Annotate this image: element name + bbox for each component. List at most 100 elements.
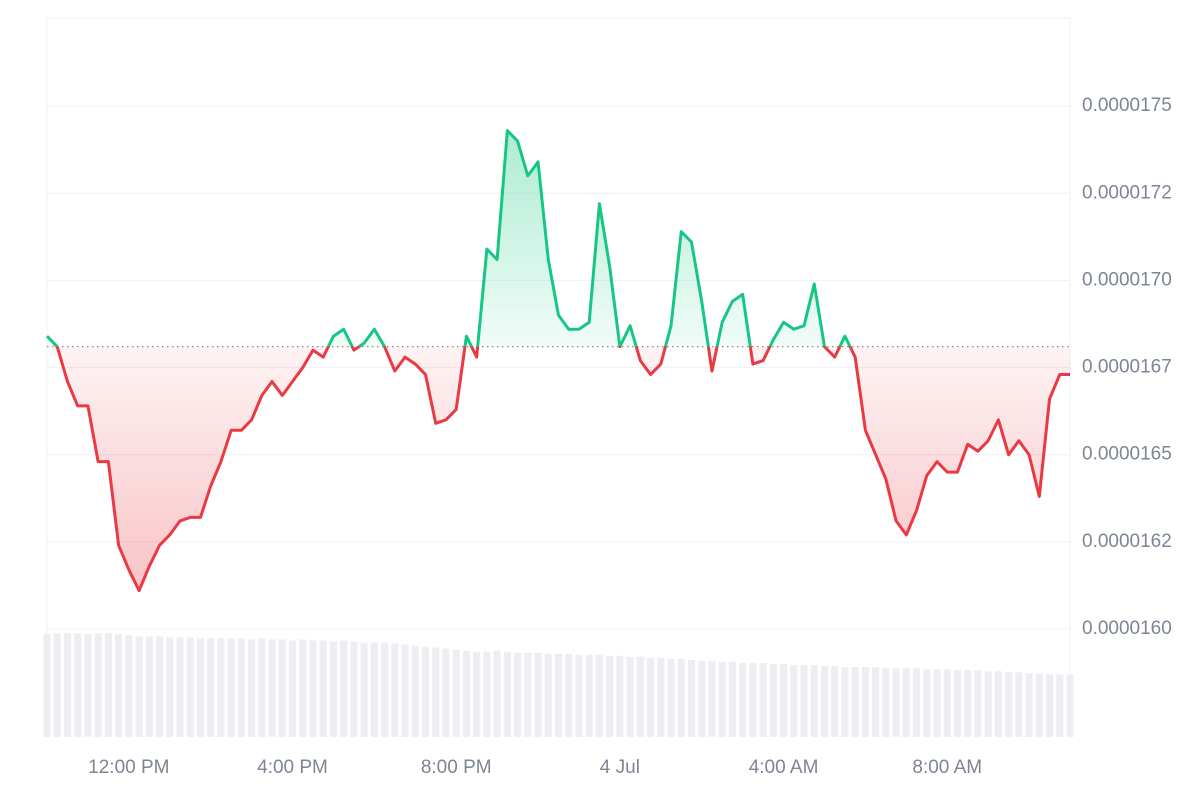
volume-bar [892,668,900,737]
y-tick-label: 0.0000165 [1082,444,1172,465]
volume-bar [53,633,61,737]
x-tick-label: 4:00 AM [749,757,819,778]
volume-bar [176,637,184,737]
volume-bar [902,668,910,737]
volume-bar [1005,672,1013,737]
volume-bar [135,636,143,737]
volume-bar [268,639,276,737]
volume-bar [227,638,235,737]
volume-bar [912,668,921,737]
volume-bar [1015,672,1023,737]
volume-bar [831,666,839,737]
volume-bar [575,654,583,737]
volume-bar [943,669,951,737]
volume-bar [524,652,532,737]
volume-bar [657,657,665,737]
volume-bar [923,669,931,737]
volume-bar [94,633,102,737]
volume-bar [1056,674,1064,737]
x-tick-label: 8:00 PM [421,757,492,778]
volume-bar [544,653,552,737]
volume-bar [452,649,460,737]
volume-bar [125,635,133,737]
volume-bar [432,647,440,737]
volume-bar [329,641,338,737]
volume-bar [626,656,634,737]
volume-bar [278,639,286,737]
volume-bar [984,671,992,737]
volume-bar [953,670,962,737]
volume-bar [1066,674,1074,737]
volume-bar [739,663,747,737]
volume-bar [646,657,655,737]
volume-bar [360,642,368,737]
volume-bar [1045,674,1054,737]
volume-bar [554,653,563,737]
volume-bar [1035,673,1043,737]
volume-bar [43,634,51,737]
volume-bar [994,671,1002,737]
volume-bar [820,666,829,737]
x-tick-label: 12:00 PM [88,757,169,778]
volume-bar [595,654,604,737]
volume-bar [421,646,430,737]
volume-bar [872,667,880,737]
volume-bar [974,670,982,737]
y-tick-label: 0.0000167 [1082,357,1172,378]
price-area [47,130,1070,591]
volume-bar [299,639,307,737]
volume-bar [964,670,972,737]
volume-bar [248,639,256,737]
volume-bar [84,634,92,737]
x-tick-label: 8:00 AM [912,757,982,778]
volume-bar [728,662,736,737]
volume-bar [534,652,542,737]
volume-bar [841,667,849,737]
volume-bar [288,640,297,737]
volume-bar [381,642,389,737]
volume-bar [585,654,593,737]
volume-bar [350,641,358,737]
volume-bar [340,640,348,737]
volume-bar [616,655,624,737]
volume-bar [790,665,798,737]
x-tick-label: 4 Jul [600,757,640,778]
volume-bar [63,633,72,737]
volume-bar [493,650,501,737]
volume-bar [800,665,808,737]
y-tick-label: 0.0000175 [1082,95,1172,116]
volume-bar [145,636,153,737]
volume-bar [391,643,399,737]
volume-bar [708,660,716,737]
volume-bar [104,633,112,737]
volume-bar [677,658,685,737]
volume-bar [155,636,164,737]
volume-bar [207,638,215,737]
volume-bar [483,651,491,737]
volume-bar [74,633,82,737]
volume-bar [1025,673,1033,737]
y-tick-label: 0.0000170 [1082,269,1172,290]
volume-bar [769,664,777,737]
volume-bar [882,668,890,737]
volume-bar [370,642,378,737]
y-tick-label: 0.0000160 [1082,618,1172,639]
volume-bar [442,648,450,737]
volume-bar [258,638,266,737]
volume-bar [779,664,788,737]
volume-bar [401,644,409,737]
volume-bar [749,663,757,737]
volume-bar [851,667,859,737]
y-tick-label: 0.0000162 [1082,531,1172,552]
volume-bar [861,667,869,737]
volume-bar [473,651,481,737]
volume-bar [698,660,706,737]
volume-bar [309,640,317,737]
volume-bar [237,638,245,737]
x-tick-label: 4:00 PM [257,757,328,778]
volume-bar [636,656,644,737]
volume-bar [319,640,327,737]
volume-bar [718,662,726,737]
volume-bar [565,653,573,737]
